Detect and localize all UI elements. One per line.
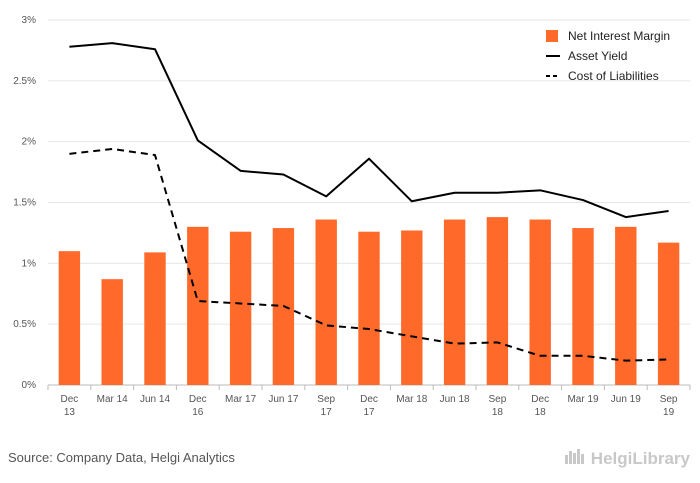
x-tick-label: Mar 17 — [225, 394, 257, 405]
x-tick-label: Mar 19 — [567, 394, 599, 405]
x-tick-label: Jun 17 — [268, 394, 298, 405]
bar — [229, 231, 252, 385]
bar — [486, 217, 509, 385]
asset-yield-line — [69, 42, 669, 219]
bar — [144, 252, 166, 385]
cost-of-liabilities-line — [69, 147, 669, 362]
x-tick-label: Sep 18 — [489, 394, 507, 418]
brand-logo: HelgiLibrary — [564, 448, 690, 469]
bar — [443, 219, 466, 385]
bar — [187, 226, 209, 385]
x-tick-label: Jun 14 — [140, 394, 170, 405]
bar — [315, 219, 337, 385]
x-tick-label: Jun 19 — [611, 394, 641, 405]
bar — [358, 231, 380, 385]
y-tick-label: 1.5% — [13, 198, 36, 209]
x-tick-label: Dec 17 — [360, 394, 378, 418]
legend-label: Cost of Liabilities — [568, 69, 659, 83]
bar — [58, 251, 81, 385]
bar — [101, 279, 123, 385]
y-tick-label: 2% — [22, 137, 37, 148]
x-tick-label: Sep 17 — [317, 394, 335, 418]
brand-name: HelgiLibrary — [590, 448, 690, 468]
legend-label: Net Interest Margin — [568, 29, 670, 43]
y-tick-label: 1% — [22, 258, 37, 269]
bar — [529, 219, 551, 385]
x-tick-label: Dec 16 — [189, 394, 207, 418]
x-tick-label: Mar 18 — [396, 394, 428, 405]
y-tick-label: 0% — [22, 380, 37, 391]
bar — [401, 230, 423, 385]
x-tick-label: Dec 18 — [531, 394, 549, 418]
bar — [615, 226, 637, 385]
x-tick-label: Mar 14 — [97, 394, 129, 405]
y-tick-label: 0.5% — [13, 319, 36, 330]
source-note: Source: Company Data, Helgi Analytics — [8, 450, 235, 465]
legend-label: Asset Yield — [568, 49, 627, 63]
bar — [657, 242, 680, 385]
legend-swatch — [546, 30, 558, 42]
x-tick-label: Sep 19 — [660, 394, 678, 418]
y-tick-label: 2.5% — [13, 76, 36, 87]
y-tick-label: 3% — [22, 15, 37, 26]
city-skyline-icon — [564, 448, 586, 469]
bar — [572, 228, 594, 385]
x-tick-label: Jun 18 — [440, 394, 470, 405]
x-tick-label: Dec 13 — [61, 394, 79, 418]
chart: 0% 0.5% 1% 1.5% 2% 2.5% 3% Dec 13 Mar 14 Jun 14 Dec… — [13, 15, 691, 418]
